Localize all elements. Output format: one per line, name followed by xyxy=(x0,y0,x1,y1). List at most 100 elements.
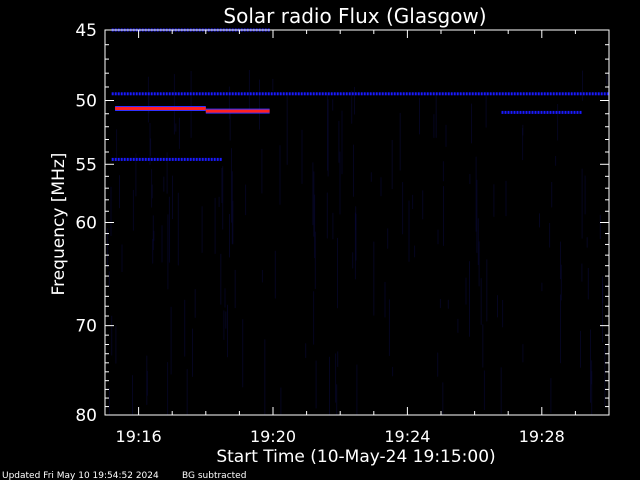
band-layer xyxy=(111,28,609,161)
band-pixel xyxy=(561,92,564,96)
band-pixel xyxy=(219,157,222,161)
band-pixel xyxy=(288,92,291,96)
noise-streak xyxy=(314,194,316,258)
noise-streak xyxy=(261,148,263,194)
emission-band xyxy=(115,106,206,111)
band-pixel xyxy=(216,157,219,161)
noise-streak xyxy=(539,213,540,228)
noise-streak xyxy=(315,360,317,409)
noise-streak xyxy=(248,70,250,110)
noise-streak xyxy=(259,79,260,130)
footer-updated: Updated Fri May 10 19:54:52 2024 xyxy=(2,471,159,480)
noise-streak xyxy=(223,310,225,340)
noise-streak xyxy=(184,299,186,357)
band-pixel xyxy=(513,92,516,96)
band-pixel xyxy=(420,92,423,96)
plot-background xyxy=(107,70,608,415)
x-tick-label: 19:20 xyxy=(250,427,296,446)
noise-streak xyxy=(163,176,165,192)
noise-streak xyxy=(119,175,120,209)
noise-streak xyxy=(471,103,472,144)
band-pixel xyxy=(273,92,276,96)
noise-streak xyxy=(388,299,390,356)
band-pixel xyxy=(225,92,228,96)
noise-streak xyxy=(352,252,354,269)
band-pixel xyxy=(531,110,534,114)
band-pixel xyxy=(399,92,402,96)
band-pixel xyxy=(489,92,492,96)
noise-streak xyxy=(286,95,288,165)
noise-streak xyxy=(483,370,485,410)
noise-streak xyxy=(391,140,393,190)
band-pixel xyxy=(573,110,576,114)
noise-streak xyxy=(220,253,222,305)
band-pixel xyxy=(246,92,249,96)
noise-streak xyxy=(445,124,447,147)
noise-streak xyxy=(132,375,133,415)
noise-streak xyxy=(335,353,337,403)
band-pixel xyxy=(561,110,564,114)
noise-streak xyxy=(497,295,498,318)
noise-streak xyxy=(111,315,113,356)
band-pixel xyxy=(480,92,483,96)
noise-streak xyxy=(457,318,459,333)
band-pixel xyxy=(171,157,174,161)
band-pixel xyxy=(567,92,570,96)
band-pixel xyxy=(393,92,396,96)
noise-streak xyxy=(476,179,478,253)
band-pixel xyxy=(147,92,150,96)
x-axis-ticks: 19:16 19:20 19:24 19:28 xyxy=(116,30,576,446)
noise-streak xyxy=(242,319,244,388)
noise-streak xyxy=(341,110,343,175)
band-pixel xyxy=(459,92,462,96)
band-pixel xyxy=(195,92,198,96)
band-pixel xyxy=(552,92,555,96)
band-pixel xyxy=(339,92,342,96)
band-pixel xyxy=(144,157,147,161)
band-pixel xyxy=(216,92,219,96)
noise-streak xyxy=(581,168,583,239)
band-pixel xyxy=(171,92,174,96)
band-pixel xyxy=(447,92,450,96)
band-pixel xyxy=(576,110,579,114)
band-pixel xyxy=(210,92,213,96)
band-pixel xyxy=(150,92,153,96)
band-pixel xyxy=(126,157,129,161)
band-pixel xyxy=(525,92,528,96)
noise-streak xyxy=(167,214,169,290)
band-pixel xyxy=(546,110,549,114)
y-tick-label: 80 xyxy=(75,406,97,426)
noise-streak xyxy=(115,325,117,364)
band-pixel xyxy=(183,92,186,96)
y-axis-ticks: 45 50 55 60 70 80 xyxy=(75,21,609,426)
band-pixel xyxy=(330,92,333,96)
band-pixel xyxy=(603,92,606,96)
band-pixel xyxy=(351,92,354,96)
noise-streak xyxy=(541,282,543,292)
band-pixel xyxy=(201,157,204,161)
band-pixel xyxy=(450,92,453,96)
noise-streak xyxy=(107,228,109,269)
band-pixel xyxy=(579,110,582,114)
band-pixel xyxy=(477,92,480,96)
noise-streak xyxy=(336,384,338,415)
band-pixel xyxy=(414,92,417,96)
band-pixel xyxy=(189,157,192,161)
band-pixel xyxy=(429,92,432,96)
band-pixel xyxy=(528,92,531,96)
band-pixel xyxy=(444,92,447,96)
band-pixel xyxy=(264,92,267,96)
band-pixel xyxy=(126,92,129,96)
band-pixel xyxy=(261,92,264,96)
noise-streak xyxy=(225,311,227,329)
band-pixel xyxy=(549,110,552,114)
band-pixel xyxy=(474,92,477,96)
noise-streak xyxy=(586,237,588,248)
x-tick-label: 19:16 xyxy=(116,427,162,446)
noise-streak xyxy=(168,196,170,263)
y-tick-label: 55 xyxy=(75,155,97,175)
band-pixel xyxy=(180,157,183,161)
noise-streak xyxy=(221,168,223,203)
noise-streak xyxy=(443,186,444,246)
band-pixel xyxy=(540,110,543,114)
